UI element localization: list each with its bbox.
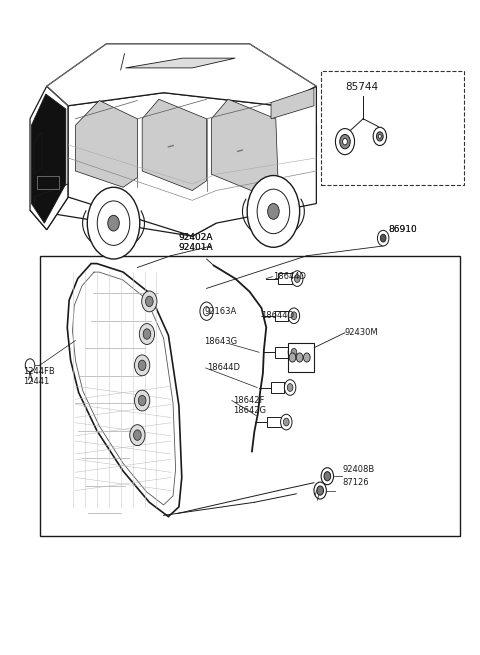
Bar	[271, 383, 284, 393]
Text: 86910: 86910	[388, 225, 417, 234]
Circle shape	[25, 359, 35, 372]
Polygon shape	[32, 94, 66, 223]
Polygon shape	[125, 58, 235, 68]
Circle shape	[268, 204, 279, 219]
Polygon shape	[66, 105, 316, 210]
Polygon shape	[142, 99, 206, 191]
Text: 92401A: 92401A	[178, 243, 213, 252]
Bar	[321, 71, 464, 185]
Circle shape	[145, 296, 153, 307]
Circle shape	[133, 430, 141, 440]
Bar	[267, 417, 281, 427]
Text: 12441: 12441	[23, 377, 49, 386]
Circle shape	[139, 324, 155, 345]
Polygon shape	[67, 263, 182, 517]
Circle shape	[143, 329, 151, 339]
Bar	[39, 255, 459, 536]
Text: 92408B: 92408B	[343, 464, 375, 474]
Polygon shape	[30, 86, 68, 230]
Circle shape	[296, 353, 303, 362]
Text: 92401A: 92401A	[178, 243, 213, 252]
Polygon shape	[68, 86, 316, 236]
Bar	[275, 310, 288, 321]
Text: 92402A: 92402A	[178, 233, 213, 242]
Circle shape	[294, 274, 300, 282]
Circle shape	[283, 418, 289, 426]
Text: 1244FB: 1244FB	[23, 367, 55, 377]
Circle shape	[373, 127, 386, 145]
Circle shape	[288, 345, 300, 360]
Text: 18644D: 18644D	[206, 364, 240, 373]
Circle shape	[108, 215, 120, 231]
Circle shape	[291, 271, 303, 286]
Text: 18642F: 18642F	[233, 396, 264, 405]
Circle shape	[289, 353, 296, 362]
Text: 87126: 87126	[343, 478, 369, 487]
Circle shape	[376, 132, 383, 141]
Text: 18644D: 18644D	[262, 311, 294, 320]
Text: 92430M: 92430M	[345, 328, 379, 337]
Bar	[275, 347, 288, 358]
Circle shape	[87, 187, 140, 259]
Polygon shape	[30, 197, 216, 236]
Circle shape	[288, 308, 300, 324]
Circle shape	[247, 176, 300, 248]
Polygon shape	[75, 100, 137, 187]
Circle shape	[284, 380, 296, 396]
Circle shape	[281, 414, 292, 430]
Circle shape	[378, 134, 381, 138]
Circle shape	[317, 486, 324, 495]
Circle shape	[377, 231, 389, 246]
Circle shape	[336, 128, 355, 155]
Circle shape	[287, 384, 293, 392]
Bar	[288, 343, 314, 372]
Circle shape	[134, 355, 150, 376]
Polygon shape	[211, 99, 278, 194]
Text: 92163A: 92163A	[204, 307, 237, 316]
Circle shape	[340, 134, 350, 149]
Circle shape	[130, 424, 145, 445]
Circle shape	[138, 396, 146, 405]
Circle shape	[321, 468, 334, 485]
Circle shape	[142, 291, 157, 312]
Circle shape	[343, 138, 348, 145]
Circle shape	[291, 348, 297, 356]
Text: 85744: 85744	[345, 83, 378, 92]
Text: 18643G: 18643G	[204, 337, 237, 346]
Circle shape	[314, 482, 326, 499]
Circle shape	[324, 472, 331, 481]
Bar	[37, 176, 59, 189]
Text: 86910: 86910	[388, 225, 417, 234]
Bar	[278, 273, 291, 284]
Polygon shape	[34, 132, 42, 174]
Text: 18644D: 18644D	[274, 272, 306, 281]
Circle shape	[138, 360, 146, 371]
Text: 18642G: 18642G	[233, 406, 266, 415]
Circle shape	[303, 353, 310, 362]
Polygon shape	[271, 88, 314, 119]
Text: 92402A: 92402A	[178, 233, 213, 242]
Circle shape	[134, 390, 150, 411]
Polygon shape	[47, 44, 316, 105]
Circle shape	[200, 302, 213, 320]
Circle shape	[291, 312, 297, 320]
Circle shape	[380, 234, 386, 242]
